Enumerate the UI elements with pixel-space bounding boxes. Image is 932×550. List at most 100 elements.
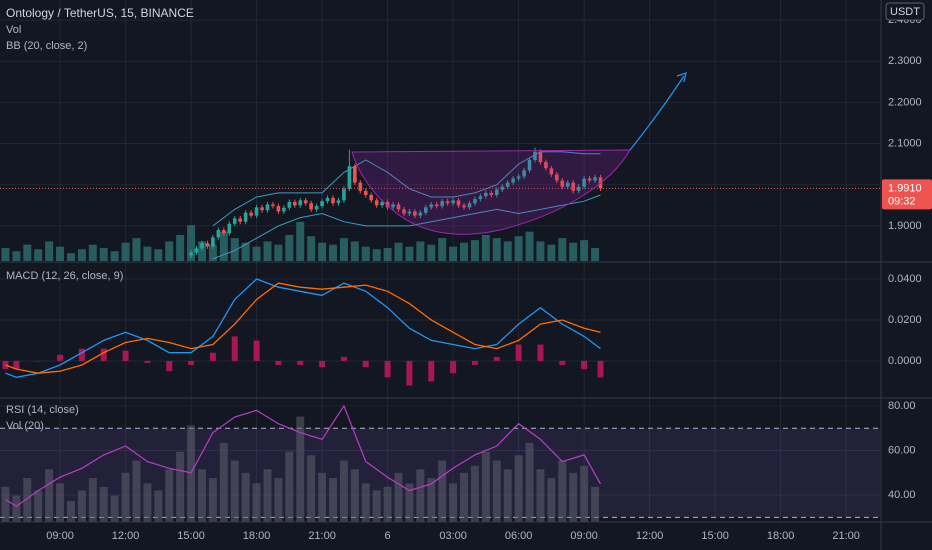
last-price-badge: [882, 179, 932, 210]
volume-overlay-bar: [481, 451, 490, 522]
volume-overlay-bar: [361, 483, 370, 522]
macd-line: [5, 278, 601, 378]
volume-bar: [121, 242, 130, 261]
volume-overlay-bar: [1, 486, 10, 522]
symbol-title: Ontology / TetherUS, 15, BINANCE: [6, 6, 194, 20]
cup-drawing: [351, 149, 631, 235]
candle-body: [445, 201, 450, 204]
volume-overlay-bar: [23, 478, 32, 522]
volume-overlay-bar: [427, 478, 436, 522]
volume-bar: [23, 244, 32, 261]
candle-body: [222, 229, 226, 234]
arrow-drawing: [629, 75, 685, 151]
volume-bar: [580, 240, 589, 261]
macd-histogram-bar: [597, 360, 604, 378]
volume-overlay-bar: [525, 442, 534, 522]
volume-overlay-bar: [296, 416, 305, 522]
volume-overlay-bar: [405, 483, 414, 522]
macd-histogram-bar: [493, 356, 500, 361]
volume-overlay-bar: [536, 469, 545, 522]
macd-histogram-bar: [35, 360, 42, 362]
macd-histogram-bar: [319, 360, 326, 368]
volume-overlay-bar: [350, 469, 359, 522]
volume-bar: [536, 241, 545, 261]
y-tick-label: 0.0000: [888, 355, 922, 367]
candle-body: [489, 192, 494, 195]
currency-label: USDT: [890, 6, 920, 18]
macd-histogram-bar: [253, 340, 260, 361]
candle-body: [527, 160, 532, 171]
volume-overlay-bar: [230, 460, 239, 522]
candle-body: [494, 189, 499, 195]
volume-overlay-bar: [197, 469, 206, 522]
candle-body: [544, 162, 548, 169]
candle-body: [347, 166, 352, 189]
candle-body: [298, 200, 303, 206]
volume-bar: [329, 244, 338, 261]
candle-body: [593, 177, 597, 181]
volume-bar: [514, 236, 523, 261]
volume-overlay-bar: [503, 469, 512, 522]
last-price-label: 1.9910: [888, 182, 922, 194]
volume-bar: [558, 238, 567, 261]
macd-histogram-bar: [122, 350, 129, 361]
volume-overlay-bar: [143, 483, 152, 522]
macd-histogram-bar: [581, 360, 588, 370]
volume-bar: [241, 242, 250, 261]
macd-histogram-bar: [428, 360, 435, 382]
candle-body: [440, 201, 444, 207]
volume-bar: [503, 241, 512, 261]
volume-overlay-bar: [470, 465, 479, 522]
candle-body: [243, 212, 248, 222]
macd-histogram-bar: [450, 360, 457, 374]
volume-bar: [252, 246, 261, 261]
y-tick-label: 80.00: [888, 400, 916, 412]
x-tick-label: 12:00: [112, 530, 140, 542]
candle-body: [336, 200, 341, 204]
macd-histogram-bar: [362, 360, 369, 368]
volume-bar: [154, 249, 163, 261]
candle-body: [320, 201, 324, 207]
volume-overlay-bar: [307, 455, 316, 522]
macd-histogram-bar: [275, 360, 282, 366]
candle-body: [456, 200, 461, 206]
x-tick-label: 21:00: [832, 530, 860, 542]
candle-body: [342, 188, 346, 201]
candle-body: [434, 204, 439, 207]
volume-overlay-bar: [99, 486, 108, 522]
candle-body: [484, 192, 488, 197]
volume-bar: [230, 238, 239, 261]
volume-overlay-bar: [252, 483, 261, 522]
volume-bar: [438, 238, 447, 261]
candle-body: [276, 206, 281, 212]
volume-bar: [591, 247, 600, 261]
macd-histogram-bar: [166, 360, 173, 372]
y-tick-label: 40.00: [888, 489, 916, 501]
macd-histogram-bar: [78, 348, 85, 361]
volume-bar: [45, 241, 54, 261]
candle-body: [511, 178, 515, 183]
macd-histogram-bar: [297, 360, 304, 366]
candle-body: [538, 151, 543, 163]
candle-body: [473, 199, 477, 204]
volume-bar: [361, 246, 370, 261]
candle-body: [254, 207, 259, 216]
volume-overlay-bar: [110, 495, 119, 522]
volume-bar: [547, 244, 556, 261]
candle-body: [331, 197, 335, 204]
volume-bar: [339, 238, 348, 261]
volume-bar: [350, 241, 359, 261]
volume-overlay-bar: [187, 425, 196, 522]
volume-bar: [208, 244, 217, 261]
macd-histogram-bar: [209, 352, 216, 361]
y-tick-label: 1.9000: [888, 220, 922, 232]
candle-body: [353, 166, 357, 183]
candle-body: [358, 182, 363, 191]
candle-body: [413, 211, 417, 216]
candle-body: [282, 207, 286, 212]
volume-bar: [427, 244, 436, 261]
volume-overlay-bar: [460, 472, 469, 522]
marks: [0, 147, 880, 522]
volume-overlay-bar: [394, 472, 403, 522]
volume-overlay-bar: [132, 460, 141, 522]
